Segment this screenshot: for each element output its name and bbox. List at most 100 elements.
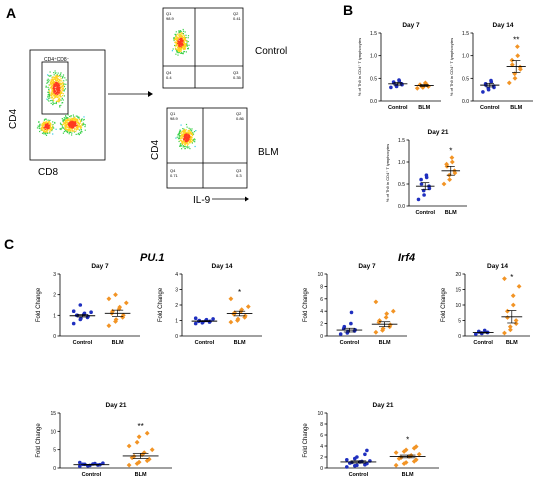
density-dot (70, 131, 72, 133)
density-dot (69, 123, 72, 125)
density-dot (64, 122, 66, 124)
density-dot (67, 119, 69, 121)
flow-control-plot: Q1 98.9 Q2 0.41 Q4 0.4 Q3 0.35 Control (162, 7, 287, 89)
density-dot (187, 132, 189, 134)
chart-title: Day 7 (91, 263, 109, 270)
density-dot (76, 124, 78, 127)
y-tick-label: 10 (317, 411, 323, 417)
density-dot (176, 50, 178, 52)
blm-point (422, 80, 428, 86)
density-dot (61, 91, 63, 94)
density-dot (183, 133, 185, 136)
flow-control-frame (162, 7, 244, 89)
category-label: BLM (135, 472, 147, 478)
density-dot (179, 36, 181, 38)
density-dot (178, 132, 180, 134)
density-dot (177, 54, 179, 56)
density-dot (180, 43, 183, 46)
density-dot (51, 79, 54, 81)
control-point (89, 310, 93, 315)
density-dot (186, 133, 188, 135)
y-tick-label: 2 (320, 455, 323, 461)
density-dot (58, 92, 60, 94)
density-dot (80, 119, 83, 121)
density-dot (178, 49, 180, 51)
density-dot (82, 119, 85, 121)
density-dot (77, 126, 79, 128)
density-dot (185, 143, 187, 145)
density-dot (53, 91, 55, 93)
density-dot (52, 98, 54, 100)
density-dot (46, 98, 48, 100)
density-dot (64, 130, 66, 132)
significance-marker: ** (513, 36, 519, 45)
blm-point (506, 80, 512, 86)
density-dot (174, 33, 176, 35)
density-dot (54, 70, 56, 72)
density-dot (181, 32, 183, 34)
density-dot (49, 126, 52, 128)
density-dot (48, 97, 50, 99)
density-dot (53, 83, 55, 85)
density-dot (188, 138, 190, 140)
density-dot (179, 132, 181, 134)
flow-plot-y-label: CD4 (150, 140, 161, 160)
density-dot (193, 138, 196, 140)
chart-c6: 0 2 4 6 8 10 Day 21 Fold Change Control BLM * (303, 402, 439, 478)
density-dot (73, 123, 76, 125)
density-dot (55, 87, 57, 89)
density-dot (49, 127, 51, 129)
density-dot (57, 74, 59, 76)
density-dot (45, 124, 47, 126)
density-dot (190, 140, 192, 142)
y-tick-label: 0.0 (462, 99, 469, 105)
density-dot (180, 136, 182, 138)
density-dot (177, 40, 179, 42)
density-dot (57, 100, 59, 102)
density-dot (194, 145, 196, 148)
density-dot (186, 138, 188, 140)
density-dot (52, 126, 54, 128)
density-dot (54, 121, 56, 124)
density-dot (182, 37, 184, 39)
density-dot (70, 121, 72, 123)
density-dot (186, 146, 188, 148)
pu1-title: PU.1 (140, 252, 164, 264)
density-dot (52, 85, 55, 87)
density-dot (54, 102, 56, 104)
density-dot (57, 88, 59, 90)
control-point (79, 316, 83, 321)
density-dot (45, 118, 47, 120)
panel-a-label: A (6, 5, 16, 21)
density-dot (46, 128, 48, 130)
density-dot (56, 77, 58, 79)
density-dot (175, 44, 177, 46)
density-dot (190, 132, 192, 134)
blm-point (384, 311, 390, 317)
density-dot (185, 43, 187, 45)
density-dot (187, 136, 189, 139)
density-dot (60, 78, 62, 80)
density-dot (61, 77, 64, 79)
control-point (345, 458, 349, 462)
density-dot (57, 96, 59, 98)
y-tick-label: 0 (320, 334, 323, 340)
density-dot (68, 124, 70, 126)
density-dot (75, 129, 78, 131)
density-dot (71, 127, 73, 129)
density-dot (42, 121, 44, 123)
density-dot (73, 118, 75, 120)
y-tick-label: 0.5 (462, 76, 469, 82)
density-dot (56, 92, 58, 94)
density-dot (52, 81, 54, 83)
density-dot (60, 123, 62, 125)
density-dot (54, 122, 56, 124)
density-dot (192, 139, 194, 141)
blm-point (106, 296, 112, 302)
density-dot (181, 142, 183, 144)
density-dot (52, 89, 54, 91)
y-tick-label: 10 (455, 303, 461, 309)
density-dot (73, 121, 76, 124)
density-dot (45, 86, 47, 88)
